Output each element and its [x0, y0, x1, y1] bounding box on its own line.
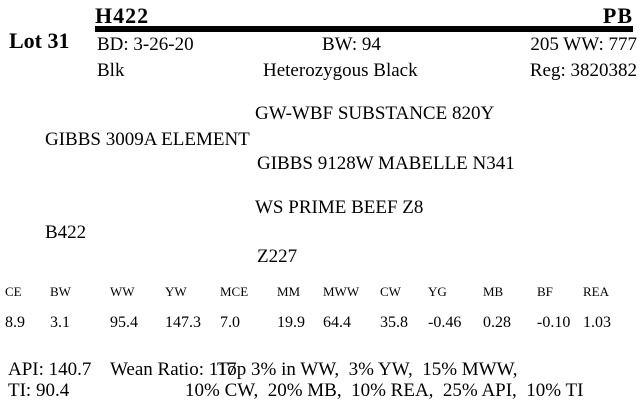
epd-value-bw: 3.1	[50, 314, 70, 331]
rank-line-2: 10% CW, 20% MB, 10% REA, 25% API, 10% TI	[185, 380, 584, 401]
epd-header-ww: WW	[110, 284, 135, 299]
epd-header-mww: MWW	[323, 284, 360, 299]
api-index: API: 140.7	[8, 359, 92, 380]
animal-header: H422 PB	[95, 3, 633, 28]
epd-header-bf: BF	[537, 284, 553, 299]
paternal-granddam: GIBBS 9128W MABELLE N341	[257, 153, 515, 174]
epd-header-mb: MB	[483, 284, 504, 299]
sire-name: GIBBS 3009A ELEMENT	[45, 129, 250, 150]
epd-value-mm: 19.9	[277, 314, 305, 331]
rank-line-1: Top 3% in WW, 3% YW, 15% MWW,	[217, 359, 518, 380]
epd-value-rea: 1.03	[583, 314, 611, 331]
epd-header-mm: MM	[277, 284, 301, 299]
epd-header-yg: YG	[428, 284, 447, 299]
epd-header-ce: CE	[5, 284, 22, 299]
maternal-granddam: Z227	[257, 246, 298, 267]
birth-weight: BW: 94	[322, 34, 381, 55]
epd-value-row: 8.9 3.1 95.4 147.3 7.0 19.9 64.4 35.8 -0…	[0, 314, 644, 332]
epd-header-cw: CW	[380, 284, 401, 299]
wean-ratio: Wean Ratio: 117	[110, 359, 237, 380]
epd-header-rea: REA	[583, 284, 609, 299]
registration-number: Reg: 3820382	[529, 60, 637, 81]
color-code: Blk	[97, 60, 125, 81]
epd-value-yw: 147.3	[165, 314, 201, 331]
epd-value-cw: 35.8	[380, 314, 408, 331]
epd-value-ww: 95.4	[110, 314, 138, 331]
header-rule	[95, 27, 633, 32]
animal-tattoo: H422	[95, 3, 150, 28]
epd-value-ce: 8.9	[5, 314, 25, 331]
epd-value-mce: 7.0	[220, 314, 240, 331]
epd-header-row: CE BW WW YW MCE MM MWW CW YG MB BF REA	[0, 284, 644, 300]
adj-wean-weight: 205 WW: 777	[530, 34, 637, 55]
epd-header-mce: MCE	[220, 284, 249, 299]
epd-value-mb: 0.28	[483, 314, 511, 331]
coat-genetics: Heterozygous Black	[263, 60, 418, 81]
purity-code: PB	[602, 3, 633, 28]
epd-value-yg: -0.46	[428, 314, 462, 331]
ti-index: TI: 90.4	[8, 380, 70, 401]
epd-value-bf: -0.10	[537, 314, 571, 331]
paternal-grandsire: GW-WBF SUBSTANCE 820Y	[255, 103, 495, 124]
lot-number: Lot 31	[9, 28, 70, 53]
epd-header-yw: YW	[165, 284, 187, 299]
epd-header-bw: BW	[50, 284, 71, 299]
dam-name: B422	[45, 222, 87, 243]
epd-value-mww: 64.4	[323, 314, 351, 331]
maternal-grandsire: WS PRIME BEEF Z8	[255, 197, 424, 218]
birth-date: BD: 3-26-20	[97, 34, 194, 55]
